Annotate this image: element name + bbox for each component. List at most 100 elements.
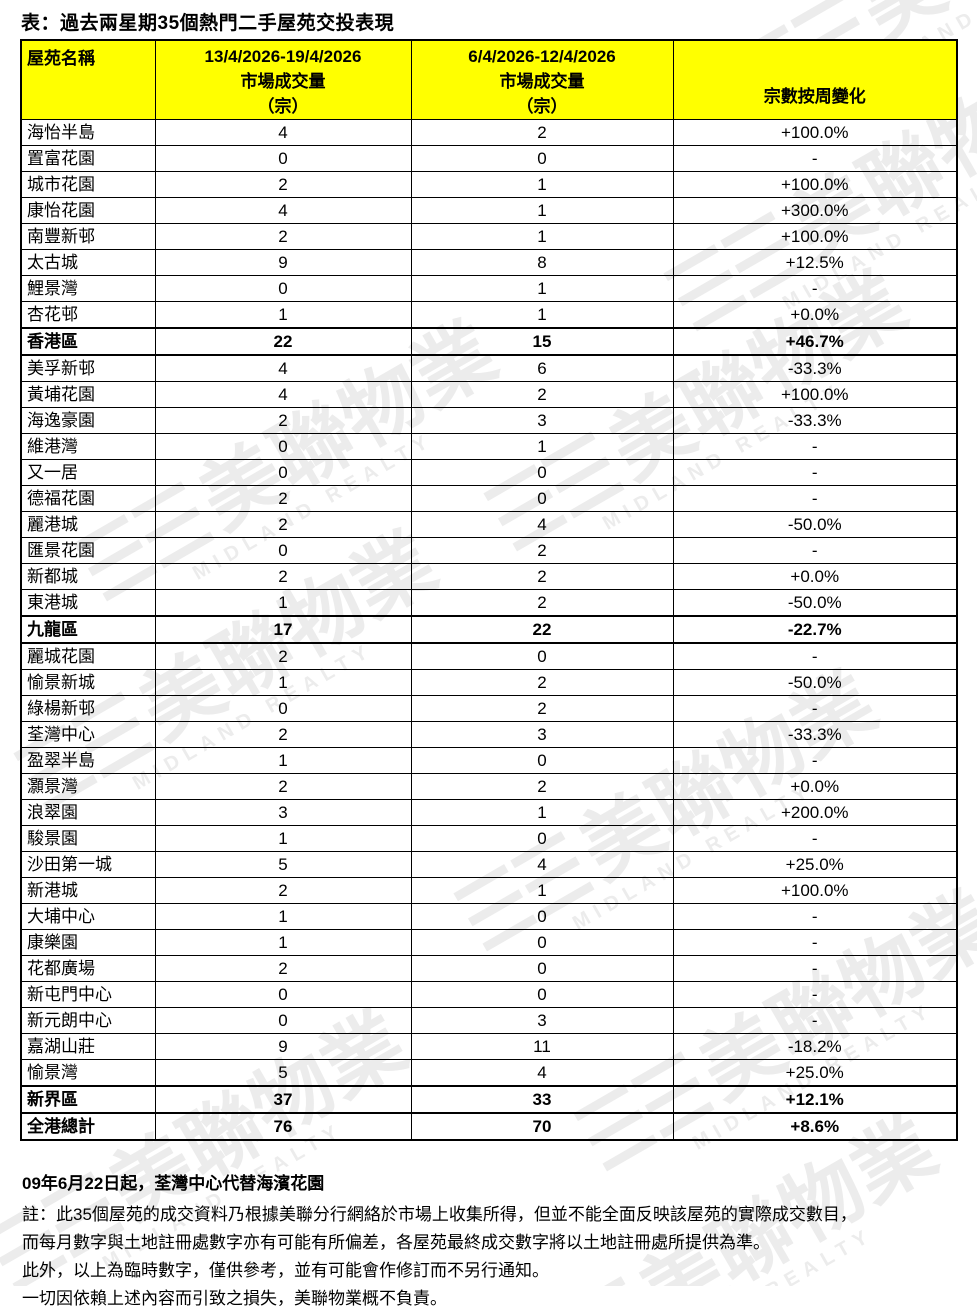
estate-name-cell: 新都城 bbox=[20, 563, 156, 590]
week2-volume-cell: 2 bbox=[410, 563, 674, 590]
week1-volume-cell: 0 bbox=[154, 695, 412, 722]
weekly-change-cell: - bbox=[672, 485, 958, 512]
week2-volume-cell: 1 bbox=[410, 877, 674, 904]
header-estate-name: 屋苑名稱 bbox=[20, 39, 156, 120]
week1-volume-cell: 4 bbox=[154, 354, 412, 382]
header-weekly-change: 宗數按周變化 bbox=[672, 39, 958, 120]
week2-volume-cell: 1 bbox=[410, 301, 674, 329]
table-row: 花都廣場 2 0- bbox=[20, 955, 958, 982]
weekly-change-cell: +0.0% bbox=[672, 563, 958, 590]
header-week1-dates: 13/4/2026-19/4/2026 bbox=[204, 47, 362, 66]
weekly-change-cell: -18.2% bbox=[672, 1033, 958, 1060]
week1-volume-cell: 1 bbox=[154, 747, 412, 774]
table-row: 大埔中心 1 0- bbox=[20, 903, 958, 930]
week1-volume-cell: 1 bbox=[154, 929, 412, 956]
week1-volume-cell: 0 bbox=[154, 537, 412, 564]
estate-name-cell: 麗港城 bbox=[20, 511, 156, 538]
estate-name-cell: 盈翠半島 bbox=[20, 747, 156, 774]
week2-volume-cell: 22 bbox=[410, 615, 674, 644]
estate-name-cell: 沙田第一城 bbox=[20, 851, 156, 878]
week1-volume-cell: 9 bbox=[154, 1033, 412, 1060]
week1-volume-cell: 2 bbox=[154, 407, 412, 434]
week2-volume-cell: 0 bbox=[410, 747, 674, 774]
estate-name-cell: 又一居 bbox=[20, 459, 156, 486]
week2-volume-cell: 70 bbox=[410, 1112, 674, 1141]
weekly-change-cell: +200.0% bbox=[672, 799, 958, 826]
estate-name-cell: 愉景新城 bbox=[20, 669, 156, 696]
week1-volume-cell: 17 bbox=[154, 615, 412, 644]
week1-volume-cell: 1 bbox=[154, 301, 412, 329]
weekly-change-cell: - bbox=[672, 981, 958, 1008]
table-row: 灝景灣 2 2 +0.0% bbox=[20, 773, 958, 800]
footnote-line-2: 而每月數字與土地註冊處數字亦有可能有所偏差，各屋苑最終成交數字將以土地註冊處所提… bbox=[22, 1233, 770, 1252]
estate-name-cell: 杏花邨 bbox=[20, 301, 156, 329]
weekly-change-cell: +25.0% bbox=[672, 1059, 958, 1087]
week1-volume-cell: 0 bbox=[154, 1007, 412, 1034]
table-summary-row: 香港區 22 15 +46.7% bbox=[20, 327, 958, 356]
week2-volume-cell: 0 bbox=[410, 459, 674, 486]
week1-volume-cell: 3 bbox=[154, 799, 412, 826]
estate-name-cell: 綠楊新邨 bbox=[20, 695, 156, 722]
estate-name-cell: 愉景灣 bbox=[20, 1059, 156, 1087]
week2-volume-cell: 0 bbox=[410, 485, 674, 512]
week1-volume-cell: 2 bbox=[154, 485, 412, 512]
week1-volume-cell: 0 bbox=[154, 981, 412, 1008]
estate-name-cell: 康怡花園 bbox=[20, 197, 156, 224]
estate-name-cell: 新元朗中心 bbox=[20, 1007, 156, 1034]
header-week2-label: 市場成交量 bbox=[499, 72, 585, 91]
table-row: 康樂園 1 0- bbox=[20, 929, 958, 956]
estate-name-cell: 麗城花園 bbox=[20, 642, 156, 670]
footnote-replacement-note: 09年6月22日起，荃灣中心代替海濱花園 bbox=[22, 1174, 325, 1193]
table-row: 維港灣 0 1- bbox=[20, 433, 958, 460]
week2-volume-cell: 2 bbox=[410, 537, 674, 564]
table-summary-row: 九龍區 17 22 -22.7% bbox=[20, 615, 958, 644]
weekly-change-cell: - bbox=[672, 903, 958, 930]
weekly-change-cell: +100.0% bbox=[672, 171, 958, 198]
table-row: 浪翠園 3 1 +200.0% bbox=[20, 799, 958, 826]
estate-table: 屋苑名稱 13/4/2026-19/4/2026 市場成交量 （宗） 6/4/2… bbox=[20, 39, 958, 1141]
weekly-change-cell: -33.3% bbox=[672, 407, 958, 434]
table-row: 沙田第一城 5 4 +25.0% bbox=[20, 851, 958, 878]
table-row: 康怡花園 4 1 +300.0% bbox=[20, 197, 958, 224]
week2-volume-cell: 2 bbox=[410, 773, 674, 800]
header-week2-unit: （宗） bbox=[516, 97, 568, 116]
weekly-change-cell: -22.7% bbox=[672, 615, 958, 644]
estate-name-cell: 駿景園 bbox=[20, 825, 156, 852]
table-row: 又一居 0 0- bbox=[20, 459, 958, 486]
page-title: 表：過去兩星期35個熱門二手屋苑交投表現 bbox=[21, 13, 395, 34]
week1-volume-cell: 2 bbox=[154, 223, 412, 250]
table-row: 德福花園 2 0- bbox=[20, 485, 958, 512]
table-row: 杏花邨 1 1 +0.0% bbox=[20, 301, 958, 329]
table-row: 南豐新邨 2 1 +100.0% bbox=[20, 223, 958, 250]
week2-volume-cell: 2 bbox=[410, 669, 674, 696]
weekly-change-cell: -33.3% bbox=[672, 354, 958, 382]
table-row: 新都城 2 2 +0.0% bbox=[20, 563, 958, 590]
table-row: 城市花園 2 1 +100.0% bbox=[20, 171, 958, 198]
week2-volume-cell: 2 bbox=[410, 695, 674, 722]
weekly-change-cell: -50.0% bbox=[672, 669, 958, 696]
estate-name-cell: 新屯門中心 bbox=[20, 981, 156, 1008]
weekly-change-cell: +100.0% bbox=[672, 381, 958, 408]
week2-volume-cell: 1 bbox=[410, 799, 674, 826]
week1-volume-cell: 76 bbox=[154, 1112, 412, 1141]
week2-volume-cell: 0 bbox=[410, 981, 674, 1008]
table-row: 黃埔花園 4 2 +100.0% bbox=[20, 381, 958, 408]
table-row: 東港城 1 2 -50.0% bbox=[20, 589, 958, 617]
table-summary-row: 新界區 37 33 +12.1% bbox=[20, 1085, 958, 1114]
weekly-change-cell: +100.0% bbox=[672, 223, 958, 250]
estate-name-cell: 新港城 bbox=[20, 877, 156, 904]
weekly-change-cell: +0.0% bbox=[672, 773, 958, 800]
weekly-change-cell: - bbox=[672, 955, 958, 982]
estate-name-cell: 香港區 bbox=[20, 327, 156, 356]
table-row: 鯉景灣 0 1- bbox=[20, 275, 958, 302]
week1-volume-cell: 1 bbox=[154, 903, 412, 930]
weekly-change-cell: +100.0% bbox=[672, 877, 958, 904]
week2-volume-cell: 4 bbox=[410, 1059, 674, 1087]
table-row: 海逸豪園 2 3 -33.3% bbox=[20, 407, 958, 434]
weekly-change-cell: +12.5% bbox=[672, 249, 958, 276]
weekly-change-cell: - bbox=[672, 145, 958, 172]
week1-volume-cell: 5 bbox=[154, 851, 412, 878]
weekly-change-cell: -33.3% bbox=[672, 721, 958, 748]
header-week2-volume: 6/4/2026-12/4/2026 市場成交量 （宗） bbox=[410, 39, 674, 120]
